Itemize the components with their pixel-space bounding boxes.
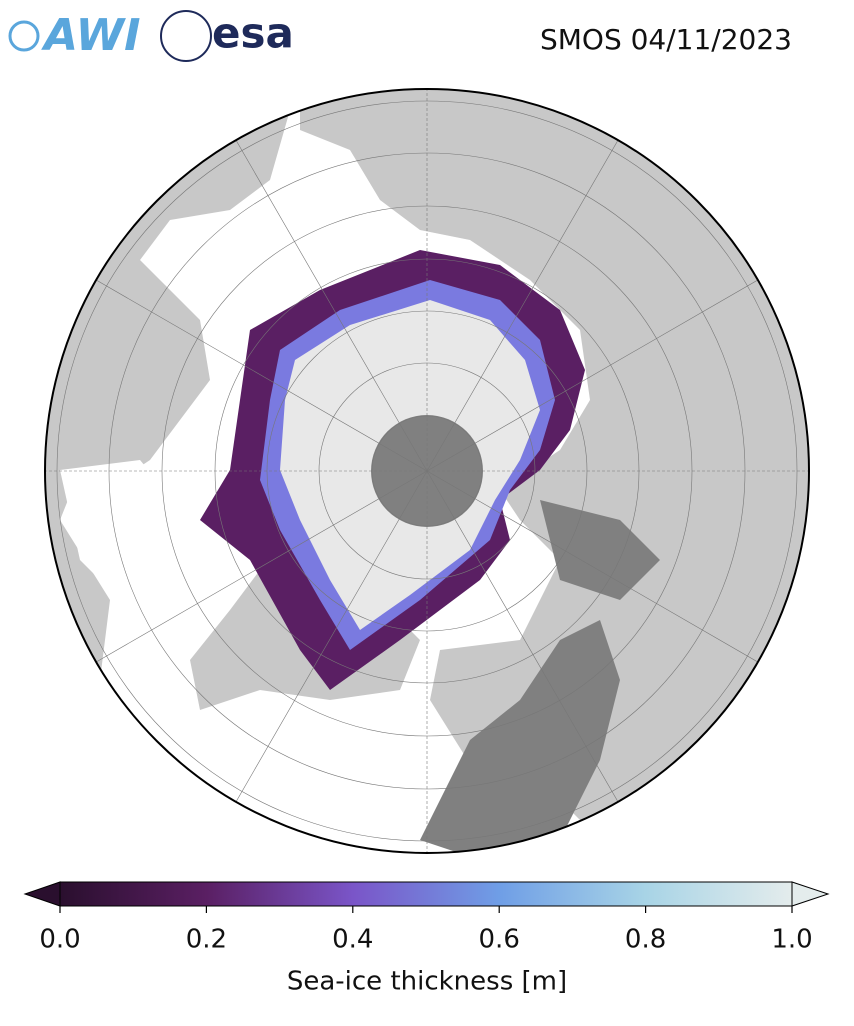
meridian xyxy=(426,124,628,472)
meridian xyxy=(80,270,428,472)
colorbar-label: Sea-ice thickness [m] xyxy=(287,967,567,997)
esa-logo: esa xyxy=(212,9,294,58)
meridian xyxy=(226,470,428,818)
logos: AWI esa xyxy=(8,9,294,62)
map-border xyxy=(44,88,810,854)
meridian xyxy=(226,124,428,472)
awi-logo: AWI xyxy=(41,10,141,61)
colorbar-tick-label: 0.4 xyxy=(332,925,373,955)
colorbar-tick-label: 0.0 xyxy=(39,925,80,955)
colorbar-tick-label: 0.6 xyxy=(479,925,520,955)
meridian xyxy=(80,470,428,672)
hudson-bay xyxy=(60,460,240,620)
colorbar-bar xyxy=(59,881,793,907)
colorbar-tick-label: 0.8 xyxy=(625,925,666,955)
title: SMOS 04/11/2023 xyxy=(540,23,792,56)
land-europe xyxy=(420,620,620,853)
colorbar-tick-label: 1.0 xyxy=(771,925,812,955)
land-eurasia xyxy=(300,90,809,853)
map xyxy=(45,89,809,853)
colorbar-tick-label: 0.2 xyxy=(186,925,227,955)
meridian xyxy=(426,470,774,672)
graticule xyxy=(45,89,809,853)
esa-emblem xyxy=(160,10,212,62)
meridian xyxy=(426,270,774,472)
land-dark xyxy=(540,500,660,600)
awi-globe xyxy=(8,20,40,52)
meridian xyxy=(426,470,628,818)
colorbar: Sea-ice thickness [m] 0.0 0.2 0.4 0.6 0.8 1.0 xyxy=(23,881,830,997)
colorbar-extend-low xyxy=(23,881,61,907)
colorbar-extend-high xyxy=(791,881,830,907)
